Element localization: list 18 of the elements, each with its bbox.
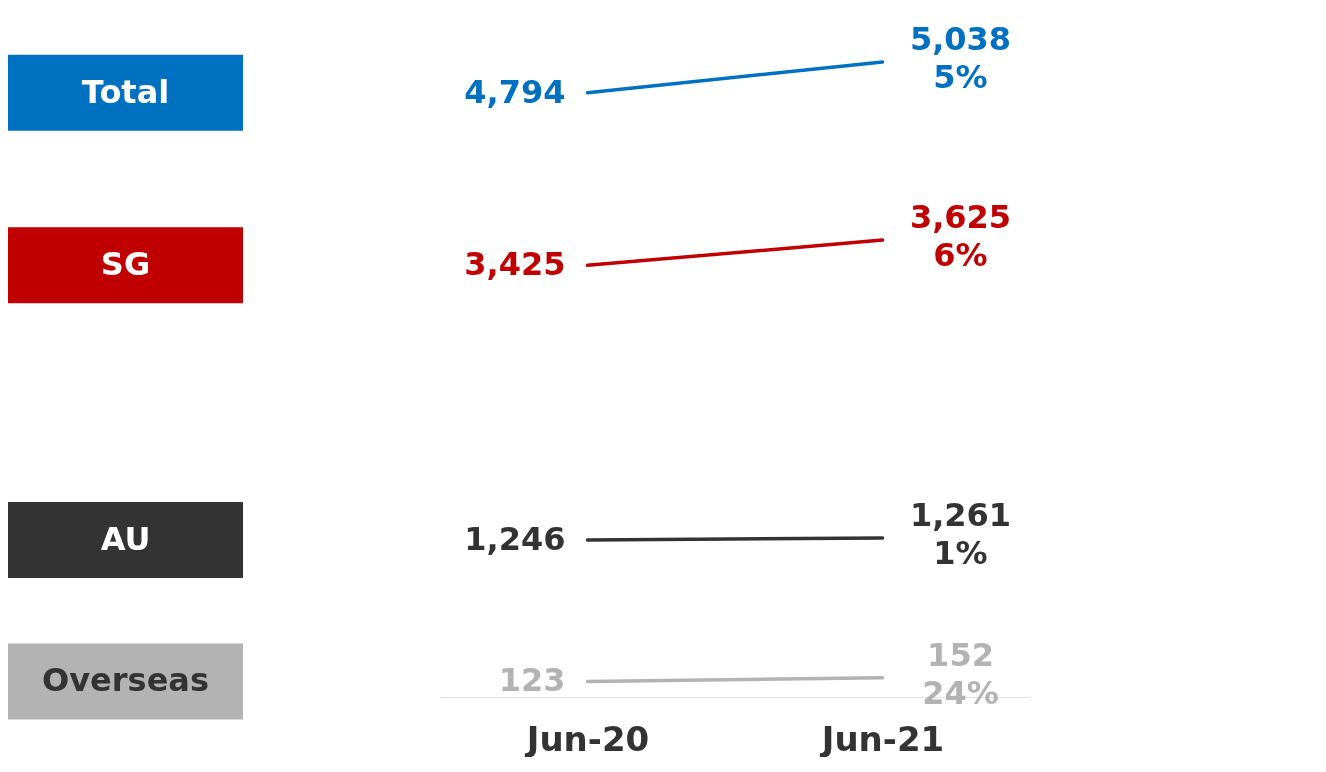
annotation: 6% [933,236,988,275]
annotation: 24% [922,673,999,712]
x-tick-label: Jun-20 [524,718,650,759]
data-label: 123 [498,661,566,700]
data-label: 5,038 [909,20,1012,58]
text: AU [100,519,151,558]
annotation: 1% [933,534,988,573]
data-label: 4,794 [464,72,566,111]
data-label: 152 [927,635,994,674]
text: SG [100,245,151,284]
annotation: 5% [933,58,988,96]
data-label: 1,246 [464,519,566,558]
data-label: 1,261 [909,496,1012,535]
data-label: 3,425 [464,245,566,284]
text: Total [81,72,170,111]
text: Overseas [42,661,209,700]
data-label: 3,625 [909,198,1012,237]
x-tick-label: Jun-21 [819,718,945,759]
